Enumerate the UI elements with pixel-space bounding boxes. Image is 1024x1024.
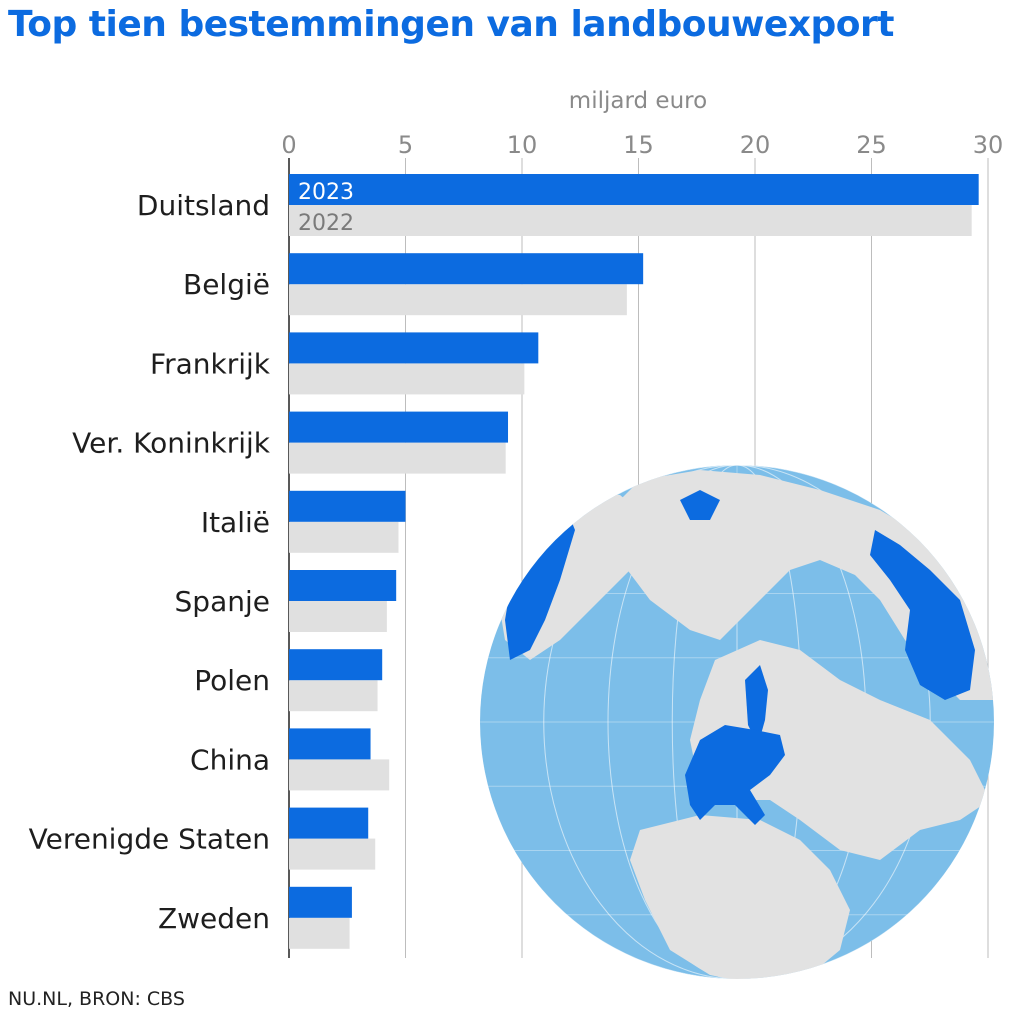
bar-2022 [289, 917, 350, 949]
legend-label-2023: 2023 [298, 180, 354, 205]
x-tick-label: 0 [281, 131, 296, 159]
category-label: Frankrijk [150, 347, 271, 380]
bar-2022 [289, 601, 387, 632]
category-labels: Duitsland België Frankrijk Ver. Koninkrijk I… [29, 189, 271, 935]
x-tick-label: 10 [507, 131, 538, 159]
category-label: Verenigde Staten [29, 823, 270, 856]
globe-europe-highlight-icon [480, 465, 994, 979]
bar-2023 [289, 807, 369, 839]
legend: 2023 2022 [298, 180, 354, 236]
bar-2022 [289, 521, 399, 553]
bar-2023 [289, 490, 406, 522]
category-label: China [190, 743, 270, 776]
bar-2022 [289, 759, 390, 791]
bar-2023 [289, 570, 397, 601]
globe-highlighted-country [680, 490, 720, 520]
x-tick-label: 20 [740, 131, 771, 159]
bar-2022 [289, 680, 378, 712]
bar-2023 [289, 886, 352, 918]
legend-label-2022: 2022 [298, 211, 354, 236]
x-tick-label: 25 [856, 131, 887, 159]
category-label: Polen [194, 664, 270, 697]
globe-landmass [600, 470, 994, 700]
x-tick-label: 15 [623, 131, 654, 159]
x-axis-ticks: 0 5 10 15 20 25 30 [281, 131, 1003, 159]
bar-2023 [289, 649, 383, 681]
bar-2022 [289, 363, 525, 395]
bar-2022 [289, 442, 506, 474]
bar-2022 [289, 205, 972, 236]
bar-2022 [289, 838, 376, 870]
x-tick-label: 30 [973, 131, 1004, 159]
category-label: België [183, 268, 270, 301]
bar-2023 [289, 332, 539, 364]
globe-landmass [630, 815, 850, 979]
bar-2022 [289, 284, 627, 316]
globe-highlighted-country [505, 505, 575, 660]
x-axis-unit-label: miljard euro [569, 88, 707, 114]
bar-2023 [289, 411, 509, 443]
category-label: Italië [201, 506, 270, 539]
bar-2023 [289, 253, 644, 285]
category-label: Zweden [158, 902, 270, 935]
category-label: Duitsland [137, 189, 270, 222]
category-label: Ver. Koninkrijk [72, 427, 271, 460]
x-tick-label: 5 [398, 131, 413, 159]
globe-highlighted-country [745, 665, 768, 745]
bars [289, 174, 979, 949]
globe-highlighted-country [685, 725, 785, 825]
bar-2023 [289, 728, 371, 760]
globe-highlighted-country [870, 530, 975, 700]
source-credit: NU.NL, BRON: CBS [8, 988, 185, 1010]
bar-2023 [289, 174, 979, 205]
chart-title: Top tien bestemmingen van landbouwexport [8, 4, 894, 45]
category-label: Spanje [175, 585, 270, 618]
